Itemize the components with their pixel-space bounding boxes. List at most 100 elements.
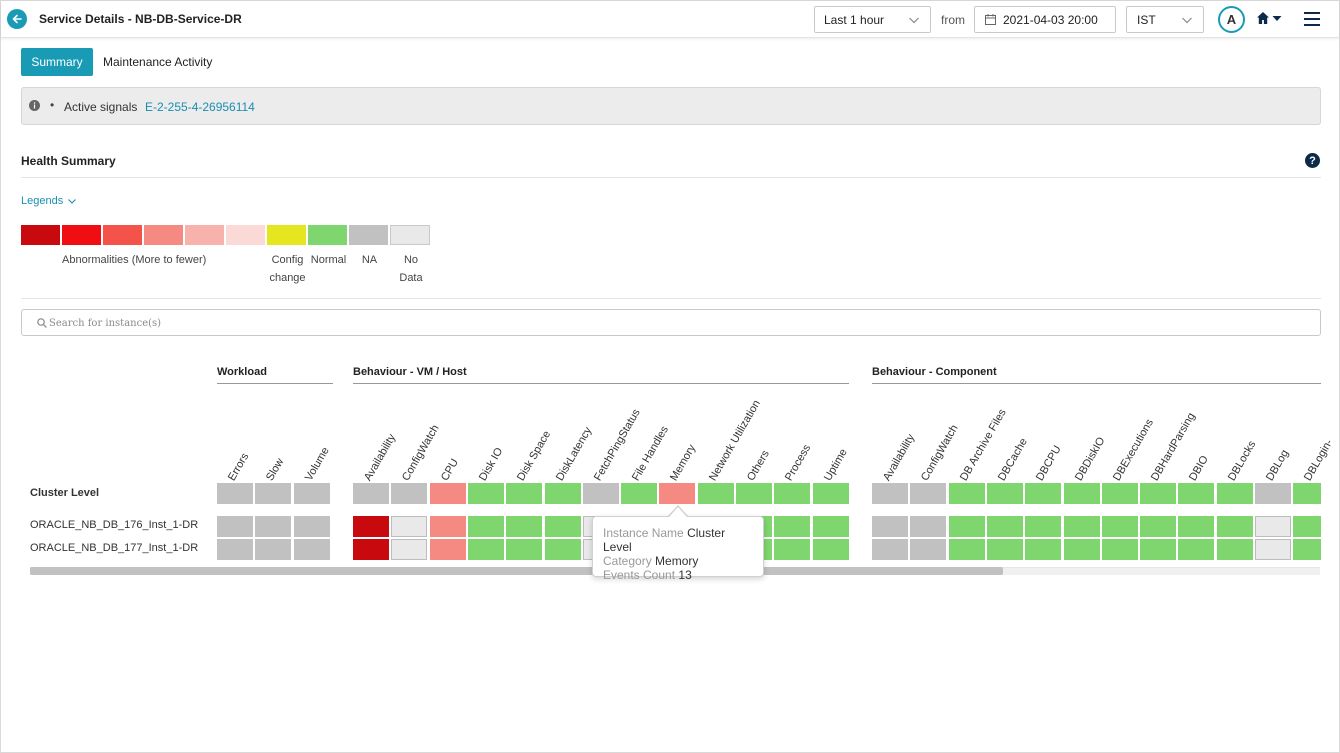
- health-cell-normal[interactable]: [948, 539, 985, 560]
- health-cell-na[interactable]: [293, 483, 330, 504]
- search-input[interactable]: [49, 315, 1249, 331]
- top-bar: Service Details - NB-DB-Service-DR Last …: [1, 1, 1339, 38]
- horizontal-scrollbar-thumb[interactable]: [30, 567, 1003, 575]
- tab-maintenance-activity[interactable]: Maintenance Activity: [103, 55, 213, 69]
- health-cell-na[interactable]: [391, 483, 428, 504]
- health-cell-mild[interactable]: [659, 483, 696, 504]
- health-cell-normal[interactable]: [986, 516, 1023, 537]
- health-cell-mild[interactable]: [429, 483, 466, 504]
- health-cell-na[interactable]: [910, 516, 947, 537]
- health-cell-normal[interactable]: [1216, 516, 1253, 537]
- health-cell-normal[interactable]: [544, 516, 581, 537]
- legend-swatch: [185, 225, 224, 245]
- health-cell-normal[interactable]: [506, 539, 543, 560]
- health-cell-nodata[interactable]: [391, 516, 428, 537]
- health-cell-na[interactable]: [293, 516, 330, 537]
- from-date-picker[interactable]: 2021-04-03 20:00: [974, 6, 1116, 33]
- instance-row-label[interactable]: ORACLE_NB_DB_176_Inst_1-DR: [30, 519, 199, 531]
- health-cell-na[interactable]: [910, 539, 947, 560]
- page-title: Service Details - NB-DB-Service-DR: [39, 12, 242, 26]
- health-cell-normal[interactable]: [1293, 539, 1321, 560]
- back-button[interactable]: [7, 9, 27, 29]
- health-cell-normal[interactable]: [1101, 483, 1138, 504]
- health-cell-na[interactable]: [1255, 483, 1291, 504]
- health-cell-normal[interactable]: [1140, 516, 1177, 537]
- health-cell-normal[interactable]: [467, 483, 504, 504]
- active-signal-link[interactable]: E-2-255-4-26956114: [145, 100, 255, 114]
- instance-row-label[interactable]: ORACLE_NB_DB_177_Inst_1-DR: [30, 542, 199, 554]
- tab-summary[interactable]: Summary: [21, 48, 93, 76]
- health-cell-normal[interactable]: [1063, 483, 1100, 504]
- health-cell-normal[interactable]: [774, 483, 811, 504]
- legends-toggle[interactable]: Legends: [21, 195, 77, 207]
- health-cell-normal[interactable]: [1025, 539, 1062, 560]
- health-cell-nodata[interactable]: [1255, 539, 1291, 560]
- tooltip-instance-row: Instance Name Cluster Level: [603, 526, 753, 554]
- health-cell-na[interactable]: [255, 516, 292, 537]
- health-cell-normal[interactable]: [986, 539, 1023, 560]
- health-cell-normal[interactable]: [1216, 539, 1253, 560]
- group-title: Behaviour - Component: [872, 366, 997, 378]
- health-cell-na[interactable]: [293, 539, 330, 560]
- health-cell-normal[interactable]: [467, 539, 504, 560]
- health-cell-normal[interactable]: [1025, 516, 1062, 537]
- health-cell-normal[interactable]: [986, 483, 1023, 504]
- health-cell-normal[interactable]: [1293, 483, 1321, 504]
- health-cell-normal[interactable]: [1140, 539, 1177, 560]
- health-cell-na[interactable]: [872, 539, 908, 560]
- health-cell-normal[interactable]: [697, 483, 734, 504]
- health-cell-nodata[interactable]: [1255, 516, 1291, 537]
- cluster-level-label[interactable]: Cluster Level: [30, 487, 100, 499]
- health-cell-na[interactable]: [255, 483, 292, 504]
- health-cell-na[interactable]: [217, 539, 253, 560]
- divider: [21, 177, 1321, 178]
- health-cell-normal[interactable]: [1025, 483, 1062, 504]
- health-cell-na[interactable]: [217, 483, 253, 504]
- health-cell-normal[interactable]: [1063, 539, 1100, 560]
- home-menu-button[interactable]: [1256, 11, 1282, 25]
- health-cell-normal[interactable]: [1216, 483, 1253, 504]
- health-cell-normal[interactable]: [812, 539, 849, 560]
- health-cell-normal[interactable]: [736, 483, 772, 504]
- health-cell-normal[interactable]: [506, 516, 543, 537]
- health-cell-normal[interactable]: [1178, 516, 1215, 537]
- health-cell-nodata[interactable]: [391, 539, 428, 560]
- health-cell-normal[interactable]: [1101, 539, 1138, 560]
- health-cell-mild[interactable]: [429, 539, 466, 560]
- hamburger-menu-button[interactable]: [1304, 12, 1320, 31]
- health-cell-na[interactable]: [217, 516, 253, 537]
- health-cell-normal[interactable]: [1063, 516, 1100, 537]
- health-cell-normal[interactable]: [774, 539, 811, 560]
- instance-search: [21, 309, 1321, 336]
- health-cell-normal[interactable]: [1178, 539, 1215, 560]
- health-cell-normal[interactable]: [506, 483, 543, 504]
- time-range-select[interactable]: Last 1 hour: [814, 6, 931, 33]
- health-cell-normal[interactable]: [774, 516, 811, 537]
- health-cell-na[interactable]: [582, 483, 619, 504]
- health-cell-na[interactable]: [872, 516, 908, 537]
- health-cell-normal[interactable]: [1101, 516, 1138, 537]
- health-cell-normal[interactable]: [948, 516, 985, 537]
- health-cell-critical[interactable]: [353, 539, 389, 560]
- health-cell-normal[interactable]: [948, 483, 985, 504]
- health-cell-normal[interactable]: [544, 539, 581, 560]
- health-cell-normal[interactable]: [621, 483, 658, 504]
- timezone-select[interactable]: IST: [1126, 6, 1204, 33]
- search-icon: [37, 318, 47, 328]
- avatar[interactable]: A: [1218, 6, 1245, 33]
- health-cell-normal[interactable]: [544, 483, 581, 504]
- health-cell-na[interactable]: [255, 539, 292, 560]
- health-cell-na[interactable]: [872, 483, 908, 504]
- health-cell-na[interactable]: [353, 483, 389, 504]
- help-icon[interactable]: ?: [1305, 153, 1320, 168]
- health-cell-normal[interactable]: [1178, 483, 1215, 504]
- health-cell-normal[interactable]: [1140, 483, 1177, 504]
- health-cell-normal[interactable]: [812, 516, 849, 537]
- health-cell-normal[interactable]: [467, 516, 504, 537]
- health-cell-normal[interactable]: [1293, 516, 1321, 537]
- health-cell-critical[interactable]: [353, 516, 389, 537]
- column-header: File Handles: [630, 424, 672, 483]
- health-cell-normal[interactable]: [812, 483, 849, 504]
- health-cell-mild[interactable]: [429, 516, 466, 537]
- health-cell-na[interactable]: [910, 483, 947, 504]
